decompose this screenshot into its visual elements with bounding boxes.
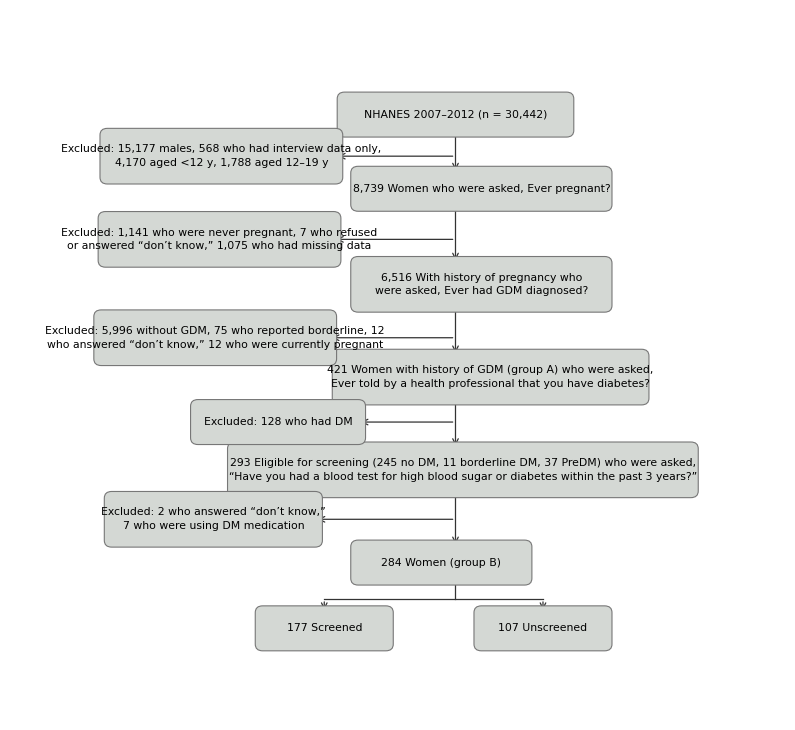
Text: 293 Eligible for screening (245 no DM, 11 borderline DM, 37 PreDM) who were aske: 293 Eligible for screening (245 no DM, 1…	[229, 458, 697, 482]
FancyBboxPatch shape	[227, 442, 698, 498]
FancyBboxPatch shape	[474, 606, 612, 651]
FancyBboxPatch shape	[98, 212, 341, 267]
FancyBboxPatch shape	[351, 540, 532, 585]
FancyBboxPatch shape	[351, 166, 612, 211]
FancyBboxPatch shape	[337, 92, 574, 137]
FancyBboxPatch shape	[104, 491, 323, 547]
FancyBboxPatch shape	[332, 349, 649, 405]
FancyBboxPatch shape	[255, 606, 394, 651]
Text: 421 Women with history of GDM (group A) who were asked,
Ever told by a health pr: 421 Women with history of GDM (group A) …	[328, 365, 653, 389]
Text: 8,739 Women who were asked, Ever pregnant?: 8,739 Women who were asked, Ever pregnan…	[352, 184, 611, 193]
Text: NHANES 2007–2012 (n = 30,442): NHANES 2007–2012 (n = 30,442)	[364, 110, 547, 120]
FancyBboxPatch shape	[191, 399, 366, 445]
Text: 177 Screened: 177 Screened	[286, 623, 362, 634]
FancyBboxPatch shape	[94, 310, 336, 366]
FancyBboxPatch shape	[351, 256, 612, 312]
Text: Excluded: 5,996 without GDM, 75 who reported borderline, 12
who answered “don’t : Excluded: 5,996 without GDM, 75 who repo…	[45, 326, 385, 350]
Text: 6,516 With history of pregnancy who
were asked, Ever had GDM diagnosed?: 6,516 With history of pregnancy who were…	[374, 272, 588, 296]
Text: 284 Women (group B): 284 Women (group B)	[382, 558, 502, 567]
Text: Excluded: 1,141 who were never pregnant, 7 who refused
or answered “don’t know,”: Excluded: 1,141 who were never pregnant,…	[61, 228, 378, 251]
Text: Excluded: 2 who answered “don’t know,”
7 who were using DM medication: Excluded: 2 who answered “don’t know,” 7…	[101, 507, 326, 531]
Text: Excluded: 15,177 males, 568 who had interview data only,
4,170 aged <12 y, 1,788: Excluded: 15,177 males, 568 who had inte…	[61, 145, 382, 168]
Text: Excluded: 128 who had DM: Excluded: 128 who had DM	[204, 417, 352, 427]
Text: 107 Unscreened: 107 Unscreened	[498, 623, 588, 634]
FancyBboxPatch shape	[100, 128, 343, 184]
